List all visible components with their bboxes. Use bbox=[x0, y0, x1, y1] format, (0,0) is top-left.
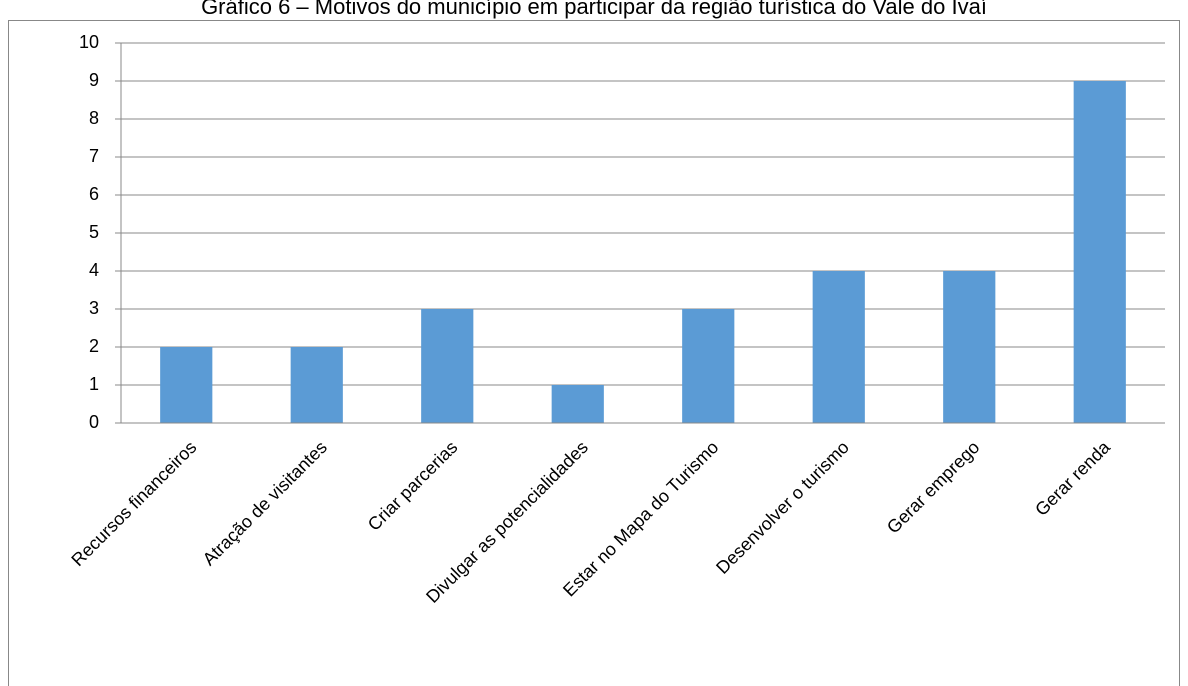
x-tick-label: Estar no Mapa do Turismo bbox=[559, 437, 722, 600]
y-tick-label: 7 bbox=[89, 146, 99, 166]
y-tick-label: 10 bbox=[79, 32, 99, 52]
bar bbox=[551, 385, 604, 423]
y-tick-label: 2 bbox=[89, 336, 99, 356]
chart-border bbox=[8, 20, 1180, 686]
x-tick-label: Criar parcerias bbox=[364, 437, 462, 535]
x-tick-label: Gerar renda bbox=[1031, 436, 1114, 519]
chart-title: Gráfico 6 – Motivos do município em part… bbox=[201, 0, 987, 19]
bar bbox=[682, 309, 735, 423]
y-tick-label: 0 bbox=[89, 412, 99, 432]
y-tick-label: 9 bbox=[89, 70, 99, 90]
bar bbox=[160, 347, 213, 423]
bar bbox=[1073, 81, 1126, 423]
bar bbox=[421, 309, 474, 423]
x-tick-label: Atração de visitantes bbox=[199, 437, 331, 569]
y-tick-label: 5 bbox=[89, 222, 99, 242]
bar bbox=[943, 271, 996, 423]
y-tick-label: 4 bbox=[89, 260, 99, 280]
x-tick-label: Desenvolver o turismo bbox=[712, 437, 853, 578]
bar bbox=[290, 347, 343, 423]
x-tick-label: Recursos financeiros bbox=[67, 437, 200, 570]
y-tick-label: 3 bbox=[89, 298, 99, 318]
y-tick-label: 1 bbox=[89, 374, 99, 394]
bar bbox=[812, 271, 865, 423]
y-tick-label: 6 bbox=[89, 184, 99, 204]
x-tick-label: Gerar emprego bbox=[883, 437, 983, 537]
y-tick-label: 8 bbox=[89, 108, 99, 128]
